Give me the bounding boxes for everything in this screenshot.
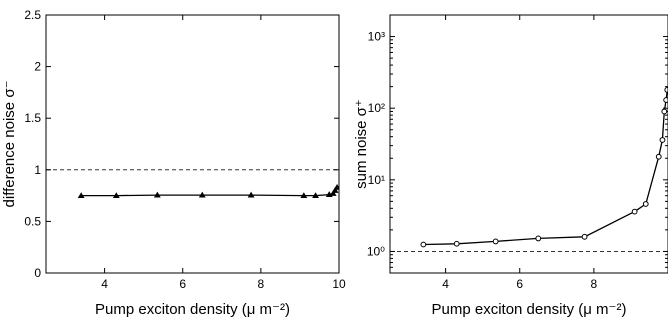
data-point-circle xyxy=(535,235,542,242)
data-point-circle xyxy=(661,108,668,115)
x-axis-label: Pump exciton density (μ m⁻²) xyxy=(432,301,627,318)
data-point-triangle xyxy=(77,192,85,198)
data-point-triangle xyxy=(331,187,339,193)
series-line xyxy=(423,89,668,246)
data-point-circle xyxy=(659,137,666,143)
data-point-circle xyxy=(642,201,649,207)
x-tick-label: 4 xyxy=(101,277,108,291)
data-point-triangle xyxy=(198,191,206,198)
difference-noise-chart: 4 6 8 10 0 0.5 1 1.5 2 2.5 Pump exciton density (μ… xyxy=(1,8,346,318)
data-point-triangle xyxy=(300,192,308,198)
y-tick-label: 10⁰ xyxy=(367,244,385,258)
x-axis-label: Pump exciton density (μ m⁻²) xyxy=(95,301,290,318)
plot-frame xyxy=(389,14,668,274)
x-tick-label: 6 xyxy=(179,277,186,291)
sum-noise-chart: 4 6 8 10⁰ 10¹ 10² 10³ Pump exciton density (μ m… xyxy=(353,14,668,318)
data-point-circle xyxy=(453,240,460,247)
y-tick-label: 1.5 xyxy=(24,111,41,125)
data-point-triangle xyxy=(153,191,161,198)
data-point-circle xyxy=(664,87,668,93)
data-point-circle xyxy=(581,233,588,240)
x-tick-label: 8 xyxy=(258,277,265,291)
series-line xyxy=(81,186,338,197)
y-tick-label: 10³ xyxy=(368,30,385,44)
data-point-triangle xyxy=(247,191,255,198)
data-point-circle xyxy=(631,208,638,215)
y-tick-label: 10² xyxy=(368,101,385,115)
x-tick-label: 6 xyxy=(516,277,523,291)
data-point-triangle xyxy=(329,190,337,196)
data-point-triangle xyxy=(333,183,339,190)
y-tick-label: 2 xyxy=(34,60,41,74)
y-tick-label: 1 xyxy=(34,163,41,177)
y-tick-label: 0 xyxy=(34,266,41,280)
data-point-circle xyxy=(655,153,662,160)
data-point-circle xyxy=(492,238,499,245)
x-tick-label: 10 xyxy=(332,277,346,291)
data-point-circle xyxy=(420,241,427,248)
data-point-circle xyxy=(663,97,668,103)
data-point-triangle xyxy=(312,192,319,198)
plot-frame xyxy=(45,14,340,274)
y-axis-label: sum noise σ⁺ xyxy=(353,99,370,189)
data-point-triangle xyxy=(112,192,120,198)
x-tick-label: 8 xyxy=(591,277,598,291)
y-tick-label: 2.5 xyxy=(24,8,41,22)
y-axis-label: difference noise σ⁻ xyxy=(1,81,18,208)
x-tick-label: 4 xyxy=(442,277,449,291)
y-tick-label: 0.5 xyxy=(24,214,41,228)
y-tick-label: 10¹ xyxy=(368,173,385,187)
